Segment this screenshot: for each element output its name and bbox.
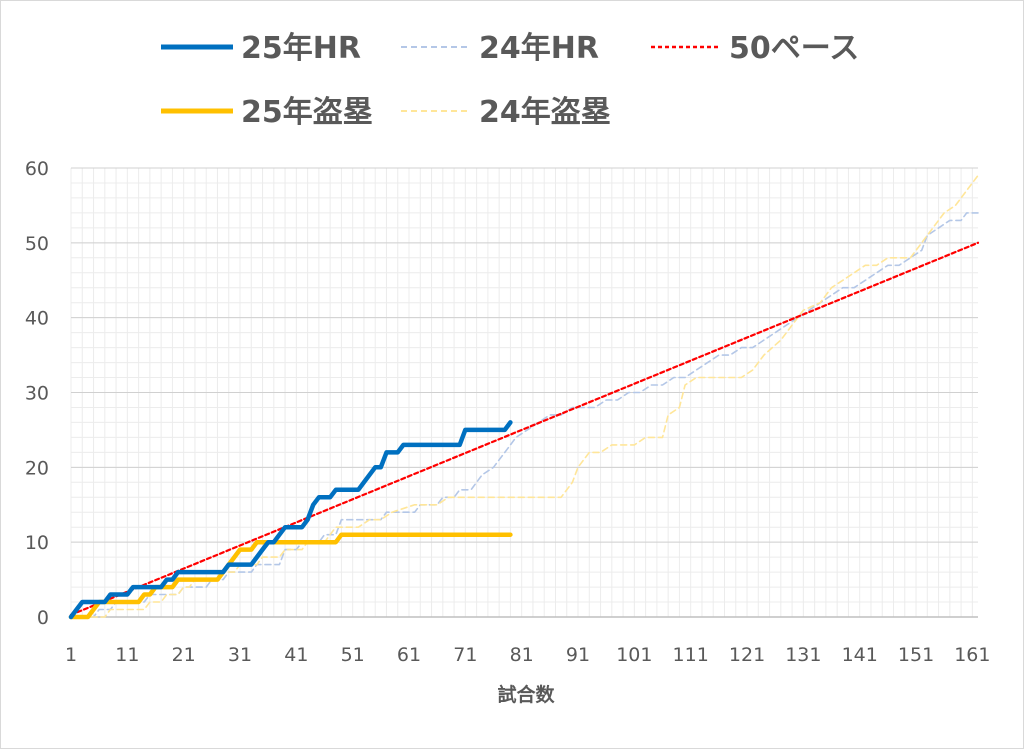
series-line <box>71 243 978 615</box>
y-tick-label: 20 <box>25 457 49 479</box>
x-tick-label: 41 <box>284 644 308 666</box>
x-tick-label: 101 <box>616 644 652 666</box>
legend-label: 50ペース <box>729 31 859 66</box>
series-line <box>71 213 978 617</box>
x-tick-label: 141 <box>842 644 878 666</box>
x-tick-label: 31 <box>228 644 252 666</box>
x-tick-label: 1 <box>65 644 77 666</box>
legend-label: 24年HR <box>479 31 599 66</box>
series-line <box>71 535 510 617</box>
x-tick-label: 151 <box>898 644 934 666</box>
x-tick-label: 121 <box>729 644 765 666</box>
legend: 25年HR 24年HR 50ペース 25年盗塁 24年盗塁 <box>161 31 859 130</box>
legend-label: 25年HR <box>241 31 361 66</box>
series-lines <box>71 176 978 618</box>
y-tick-label: 10 <box>25 532 49 554</box>
x-axis-title: 試合数 <box>497 683 555 706</box>
legend-label: 24年盗塁 <box>479 95 611 130</box>
x-tick-label: 91 <box>566 644 590 666</box>
x-tick-label: 21 <box>172 644 196 666</box>
y-tick-label: 40 <box>25 308 49 330</box>
y-tick-label: 0 <box>37 607 49 629</box>
x-tick-label: 161 <box>954 644 990 666</box>
series-line <box>71 176 978 618</box>
x-tick-label: 71 <box>453 644 477 666</box>
x-tick-label: 51 <box>341 644 365 666</box>
y-tick-label: 50 <box>25 233 49 255</box>
legend-label: 25年盗塁 <box>241 95 373 130</box>
y-tick-label: 30 <box>25 383 49 405</box>
x-tick-label: 111 <box>673 644 709 666</box>
x-tick-label: 131 <box>785 644 821 666</box>
x-tick-label: 61 <box>397 644 421 666</box>
x-tick-label: 11 <box>115 644 139 666</box>
series-line <box>71 422 510 617</box>
x-tick-label: 81 <box>510 644 534 666</box>
y-tick-label: 60 <box>25 158 49 180</box>
gridlines <box>71 168 978 617</box>
